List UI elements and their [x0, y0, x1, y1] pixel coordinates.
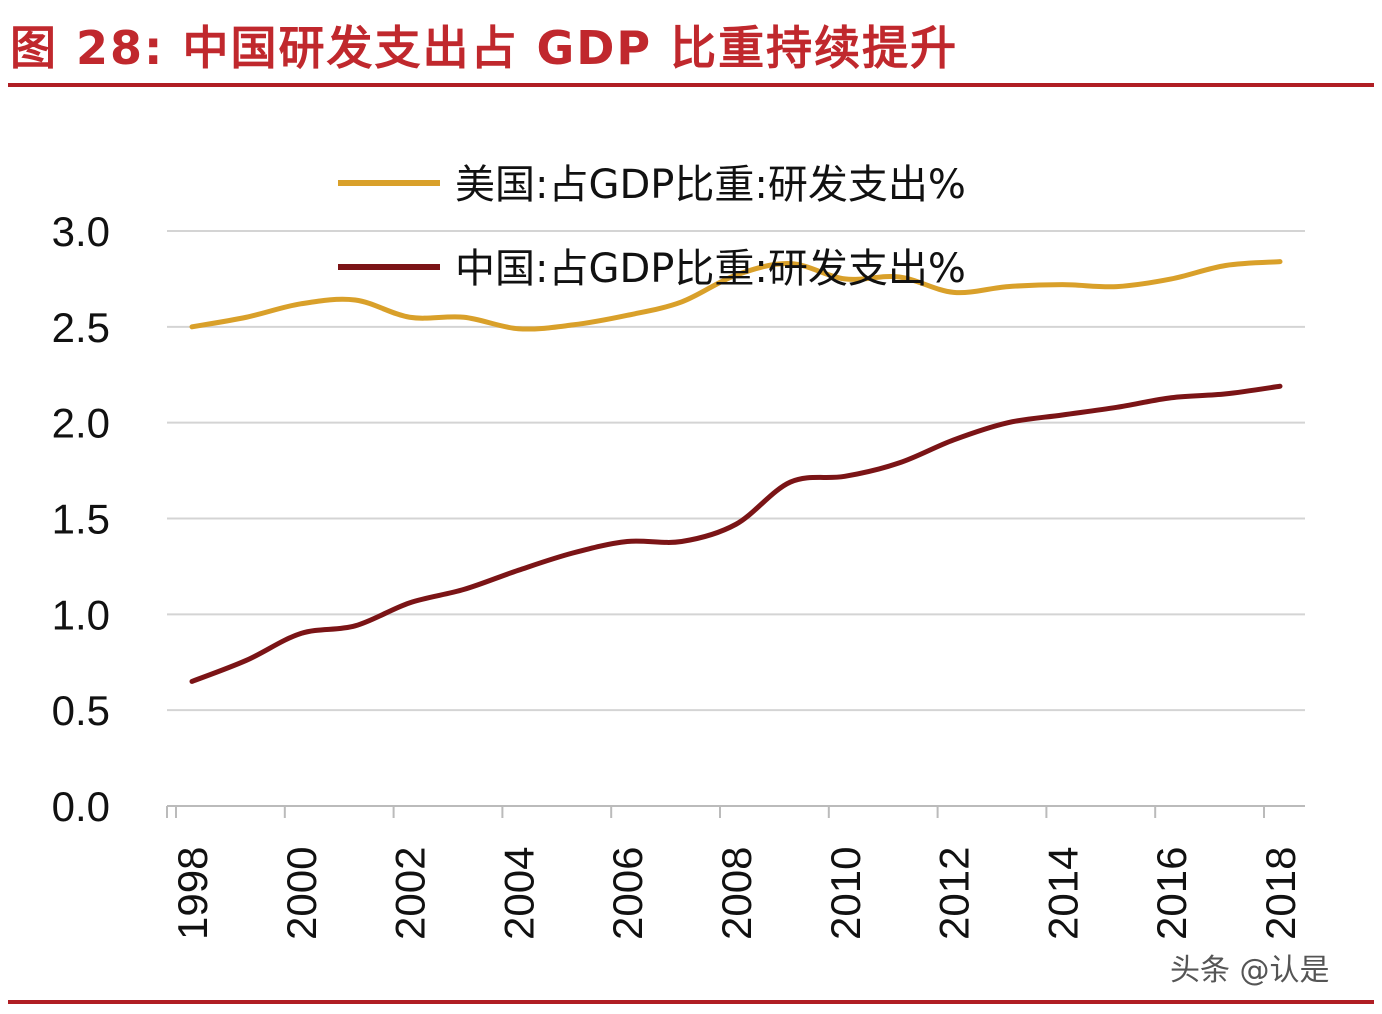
x-tick-label: 2002 [387, 847, 434, 940]
x-tick-label: 1998 [169, 847, 216, 940]
bottom-rule [8, 1000, 1374, 1004]
y-tick-label: 1.0 [52, 591, 110, 638]
y-tick-label: 1.5 [52, 496, 110, 543]
series-line-china [189, 383, 1283, 684]
y-tick-label: 0.0 [52, 783, 110, 830]
y-tick-label: 2.0 [52, 400, 110, 447]
x-tick-label: 2014 [1039, 847, 1086, 940]
top-rule [8, 83, 1374, 87]
watermark: 头条 @认是 [1170, 953, 1330, 988]
figure-title: 图 28: 中国研发支出占 GDP 比重持续提升 [10, 21, 959, 75]
x-tick-label: 2016 [1148, 847, 1195, 940]
x-tick-label: 2012 [931, 847, 978, 940]
x-tick-label: 2018 [1257, 847, 1304, 940]
y-tick-label: 3.0 [52, 208, 110, 255]
y-tick-label: 0.5 [52, 687, 110, 734]
x-tick-label: 2008 [713, 847, 760, 940]
legend-label: 中国:占GDP比重:研发支出% [455, 246, 966, 292]
legend-label: 美国:占GDP比重:研发支出% [455, 162, 966, 208]
x-tick-label: 2010 [822, 847, 869, 940]
x-tick-label: 2006 [604, 847, 651, 940]
x-tick-label: 2004 [495, 847, 542, 940]
y-tick-label: 2.5 [52, 304, 110, 351]
x-tick-label: 2000 [278, 847, 325, 940]
